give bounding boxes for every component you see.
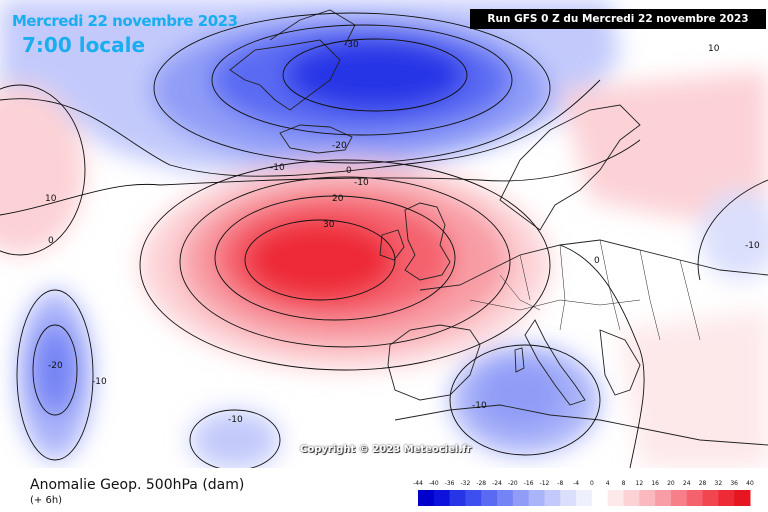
color-scale-swatch [702, 490, 719, 506]
color-scale-swatch [576, 490, 593, 506]
color-scale-tick-label: 40 [746, 480, 754, 487]
color-scale-tick-label: -20 [507, 480, 518, 487]
contour-label: 10 [45, 194, 57, 204]
color-scale-swatch [512, 490, 530, 506]
color-scale-tick-label: -28 [476, 480, 487, 487]
color-scale-swatch [686, 490, 704, 506]
color-scale-swatch [623, 490, 640, 506]
contours [0, 12, 768, 468]
color-scale-tick-label: 8 [621, 480, 626, 487]
color-scale-swatch [560, 490, 577, 506]
color-scale-tick-label: 4 [605, 480, 610, 487]
coastlines [229, 9, 768, 446]
color-scale-tick-label: -16 [523, 480, 534, 487]
contour-label: 10 [708, 44, 720, 54]
color-scale [418, 490, 751, 506]
color-scale-swatch [433, 490, 451, 506]
anomaly-fill [0, 0, 768, 468]
contour-label: -10 [354, 178, 369, 188]
color-scale-swatch [655, 490, 672, 506]
contour-label: 20 [332, 194, 344, 204]
contour-label: -30 [344, 40, 359, 50]
color-scale-tick-label: 16 [651, 480, 659, 487]
contour-label: -10 [745, 241, 760, 251]
color-scale-swatch [607, 490, 625, 506]
contour-label: 0 [48, 236, 54, 246]
color-scale-swatch [670, 490, 688, 506]
color-scale-tick-label: 28 [698, 480, 707, 487]
color-scale-tick-label: 20 [667, 480, 675, 487]
color-scale-tick-label: 0 [589, 480, 594, 487]
color-scale-swatch [718, 490, 735, 506]
color-scale-tick-label: 12 [635, 480, 644, 487]
contour-label: -10 [92, 377, 107, 387]
color-scale-swatch [497, 490, 514, 506]
color-scale-tick-label: 24 [682, 480, 691, 487]
color-scale-tick-label: 36 [730, 480, 739, 487]
lead-time-label: (+ 6h) [30, 495, 63, 506]
color-scale-tick-label: -32 [460, 480, 471, 487]
color-scale-tick-label: 32 [714, 480, 723, 487]
date-title: Mercredi 22 novembre 2023 [12, 12, 238, 30]
color-scale-swatch [734, 490, 751, 506]
color-scale-swatch [544, 490, 561, 506]
contour-label: -20 [48, 361, 63, 371]
color-scale-tick-label: -36 [444, 480, 455, 487]
copyright-text: Copyright © 2023 Meteociel.fr [300, 444, 472, 455]
local-time-title: 7:00 locale [22, 33, 146, 57]
color-scale-tick-label: -24 [492, 480, 502, 487]
contour-label: -10 [228, 415, 243, 425]
footer: Anomalie Geop. 500hPa (dam) (+ 6h) -44 -4… [0, 468, 768, 512]
contour-label: -10 [472, 401, 487, 411]
contour-labels: -30 -20 -10 0 -10 20 30 10 10 0 -10 0 -2… [45, 40, 760, 425]
contour-label: 0 [594, 256, 600, 266]
anomaly-map: -30 -20 -10 0 -10 20 30 10 10 0 -10 0 -2… [0, 0, 768, 468]
color-scale-tick-label: -12 [539, 480, 550, 487]
contour-label: 0 [346, 166, 352, 176]
color-scale-tick-label: -4 [573, 480, 580, 487]
color-scale-swatch [528, 490, 545, 506]
color-scale-swatch [449, 490, 466, 506]
color-scale-swatch [481, 490, 498, 506]
borders [469, 239, 701, 341]
color-scale-tick-label: -44 [413, 480, 423, 487]
color-scale-swatch [591, 490, 609, 506]
color-scale-swatch [418, 490, 435, 506]
field-label: Anomalie Geop. 500hPa (dam) [30, 477, 245, 493]
contour-label: 30 [323, 220, 335, 230]
contour-label: -20 [332, 141, 347, 151]
contour-label: -10 [270, 163, 285, 173]
color-scale-swatch [465, 490, 482, 506]
color-scale-tick-label: -40 [428, 480, 439, 487]
color-scale-tick-label: -8 [557, 480, 564, 487]
color-scale-swatch [639, 490, 656, 506]
run-info-box: Run GFS 0 Z du Mercredi 22 novembre 2023 [470, 9, 766, 29]
